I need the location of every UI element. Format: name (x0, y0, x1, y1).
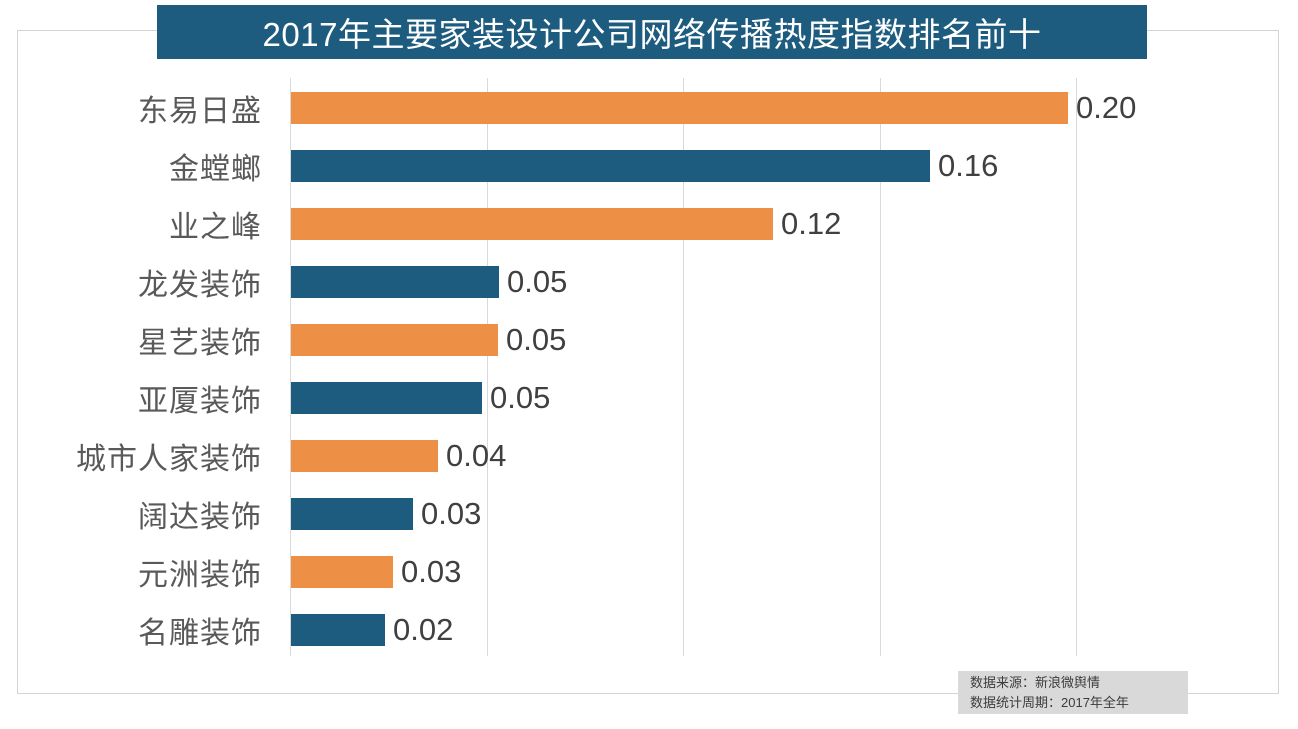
bar-value-label: 0.02 (393, 612, 454, 647)
category-label: 业之峰 (169, 211, 262, 244)
category-label: 星艺装饰 (138, 327, 262, 360)
category-label: 东易日盛 (138, 95, 262, 128)
bar-value-label: 0.05 (506, 322, 567, 357)
bar-value-label: 0.05 (490, 380, 551, 415)
bar-row: 东易日盛 0.20 (0, 90, 1298, 128)
gridline-0.10 (683, 78, 684, 656)
bar[interactable] (291, 92, 1068, 124)
bar-value-label: 0.20 (1076, 90, 1137, 125)
category-label: 城市人家装饰 (76, 443, 262, 476)
bar-row: 业之峰 0.12 (0, 206, 1298, 244)
bar-value-label: 0.16 (938, 148, 999, 183)
bar[interactable] (291, 382, 482, 414)
bar[interactable] (291, 614, 385, 646)
chart-title: 2017年主要家装设计公司网络传播热度指数排名前十 (157, 5, 1147, 59)
category-label: 金螳螂 (169, 153, 262, 186)
category-label: 元洲装饰 (138, 559, 262, 592)
gridline-0.00 (290, 78, 291, 656)
category-label: 阔达装饰 (138, 501, 262, 534)
bar-row: 星艺装饰 0.05 (0, 322, 1298, 360)
category-label: 亚厦装饰 (138, 385, 262, 418)
bar[interactable] (291, 266, 499, 298)
bar-row: 金螳螂 0.16 (0, 148, 1298, 186)
bar-row: 阔达装饰 0.03 (0, 496, 1298, 534)
bar-value-label: 0.03 (401, 554, 462, 589)
bar-row: 龙发装饰 0.05 (0, 264, 1298, 302)
bar[interactable] (291, 498, 413, 530)
bar[interactable] (291, 208, 773, 240)
bar-value-label: 0.05 (507, 264, 568, 299)
gridline-0.05 (487, 78, 488, 656)
bar-value-label: 0.03 (421, 496, 482, 531)
bar-row: 城市人家装饰 0.04 (0, 438, 1298, 476)
footnote-box: 数据来源：新浪微舆情 数据统计周期：2017年全年 (958, 671, 1188, 714)
category-label: 名雕装饰 (138, 617, 262, 650)
bar[interactable] (291, 324, 498, 356)
bar-row: 亚厦装饰 0.05 (0, 380, 1298, 418)
bar[interactable] (291, 556, 393, 588)
gridline-0.15 (880, 78, 881, 656)
bar-row: 名雕装饰 0.02 (0, 612, 1298, 650)
category-label: 龙发装饰 (138, 269, 262, 302)
footnote-source: 数据来源：新浪微舆情 (970, 675, 1101, 690)
bar-row: 元洲装饰 0.03 (0, 554, 1298, 592)
bar[interactable] (291, 440, 438, 472)
bar[interactable] (291, 150, 930, 182)
bar-value-label: 0.12 (781, 206, 842, 241)
bar-value-label: 0.04 (446, 438, 507, 473)
footnote-period: 数据统计周期：2017年全年 (970, 695, 1129, 710)
gridline-0.20 (1076, 78, 1077, 656)
